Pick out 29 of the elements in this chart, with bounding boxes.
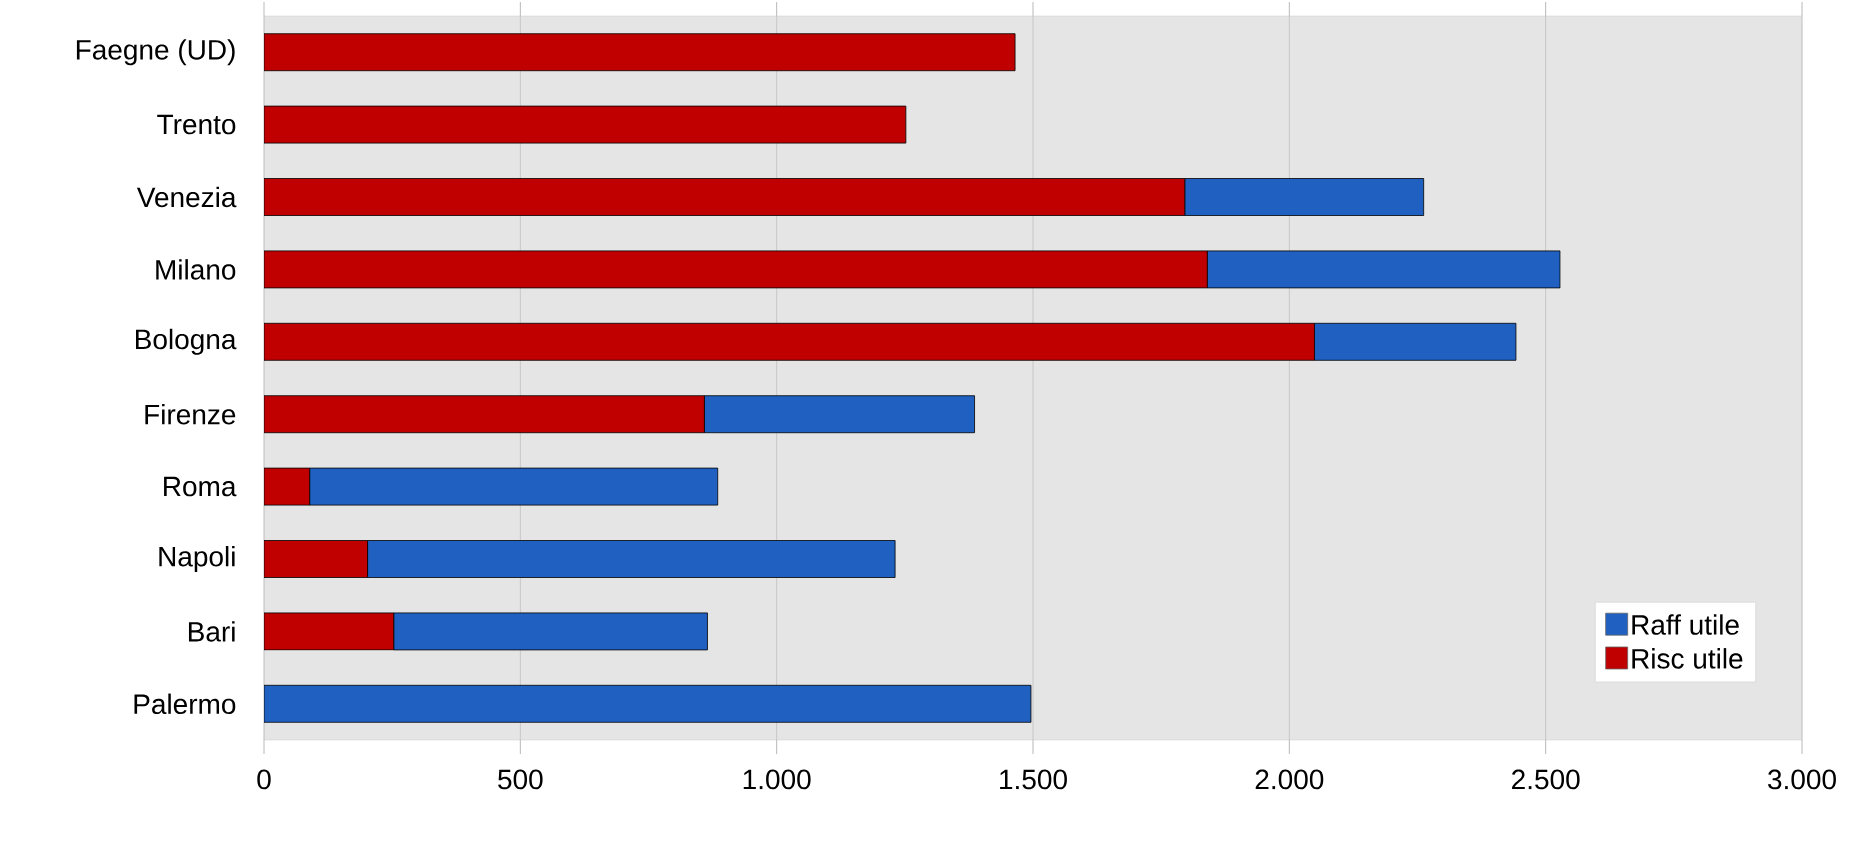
x-tick-label: 2.000 — [1255, 769, 1324, 790]
bar — [309, 467, 719, 506]
y-tick-label: Faegne (UD) — [76, 39, 235, 66]
x-tick-label: 0 — [257, 769, 271, 790]
bar — [367, 540, 896, 578]
x-tick-label: 2.500 — [1512, 769, 1580, 790]
bar — [1184, 178, 1425, 216]
bar — [264, 33, 1016, 72]
bar — [1206, 250, 1561, 289]
y-tick-label: Napoli — [159, 545, 235, 573]
y-tick-label: Bari — [188, 621, 235, 642]
x-tick-label: 3.000 — [1768, 769, 1836, 790]
bar — [264, 105, 907, 144]
y-tick-label: Milano — [156, 259, 236, 280]
y-tick-label: Palermo — [134, 693, 236, 715]
x-tick-label: 500 — [498, 769, 543, 790]
y-tick-label: Firenze — [145, 403, 236, 425]
legend-label: Risc utile — [1632, 648, 1743, 669]
bar — [703, 395, 975, 434]
legend-label: Raff utile — [1632, 614, 1739, 635]
bar — [264, 684, 1032, 723]
bar — [393, 612, 708, 651]
x-tick-label: 1.500 — [1000, 769, 1067, 790]
y-tick-label: Roma — [164, 476, 237, 497]
y-tick-label: Venezia — [136, 186, 237, 208]
x-tick-label: 1.000 — [743, 769, 811, 790]
y-tick-label: Bologna — [136, 328, 237, 355]
y-tick-label: Trento — [157, 114, 236, 135]
bar — [1314, 322, 1517, 361]
